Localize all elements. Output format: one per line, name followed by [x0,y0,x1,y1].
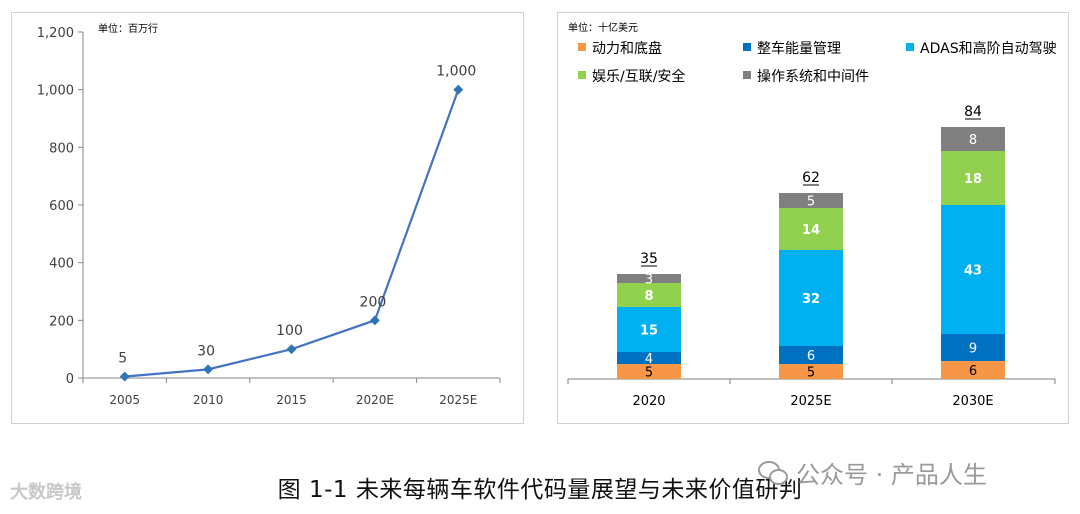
legend-label: 操作系统和中间件 [757,69,869,85]
segment-label: 6 [969,364,977,379]
segment-label: 43 [964,264,982,279]
bar-segment [941,334,1005,361]
legend-label: ADAS和高阶自动驾驶 [920,40,1057,57]
segment-label: 8 [969,133,977,148]
segment-label: 5 [807,195,815,210]
y-tick-label: 600 [49,199,74,214]
x-tick-label: 2015 [276,393,307,407]
wechat-icon [758,460,788,485]
line-chart-panel: 单位：百万行 0 200 400 600 800 1,000 1,200 2005 2010 201… [11,12,524,424]
legend-swatch [578,71,586,79]
data-point [119,371,130,382]
y-tick-label: 0 [66,372,74,387]
bar-segment [941,151,1005,205]
x-tick-label: 2005 [109,393,140,407]
segment-label: 32 [802,292,820,307]
bar-segment [941,205,1005,334]
data-label: 200 [360,294,387,310]
segment-label: 4 [645,352,653,367]
bar-segment [779,193,843,208]
line-unit-label: 单位：百万行 [98,22,158,35]
bar-unit-label: 单位：十亿美元 [568,21,638,34]
x-tick-label: 2025E [439,393,477,407]
segment-label: 14 [802,223,820,238]
x-tick-label: 2010 [193,393,224,407]
data-point [369,315,380,326]
legend-swatch [743,71,751,79]
data-point [203,364,214,375]
y-tick-label: 1,200 [37,26,74,41]
segment-label: 9 [969,342,977,357]
figure-caption: 图 1-1 未来每辆车软件代码量展望与未来价值研判 [277,477,803,503]
legend-label: 动力和底盘 [592,40,662,57]
segment-label: 15 [640,324,658,339]
segment-label: 6 [807,349,815,364]
x-tick-label: 2020 [632,394,665,409]
y-tick-label: 400 [49,257,74,272]
y-tick-label: 1,000 [37,84,74,99]
stacked-bar-chart-panel: 单位：十亿美元动力和底盘 整车能量管理 ADAS和高阶自动驾驶娱乐/互联/安全 操作系… [557,12,1069,424]
bar-segment [617,274,681,283]
watermark-right-text: 公众号 · 产品人生 [796,461,987,489]
bar-segment [617,352,681,364]
bar-segment [617,283,681,307]
segment-label: 18 [964,172,982,187]
bar-segment [617,307,681,352]
x-tick-label: 2020E [356,393,394,407]
data-label: 100 [276,323,303,339]
legend-label: 整车能量管理 [757,40,841,57]
bar-segment [779,208,843,250]
legend-swatch [906,43,914,51]
segment-label: 3 [645,273,653,288]
bar-segment [617,364,681,379]
legend-swatch [578,43,586,51]
bar-segment [779,250,843,346]
data-label: 30 [197,343,215,359]
bar-segment [779,364,843,379]
bar-total-label: 35 [640,251,658,267]
bar-segment [941,127,1005,151]
watermark-left: 大数跨境 [10,482,82,503]
bar-segment [779,346,843,364]
legend-swatch [743,43,751,51]
x-tick-label: 2025E [790,394,831,409]
segment-label: 5 [807,366,815,381]
x-tick-label: 2030E [952,394,993,409]
data-label: 1,000 [436,64,476,80]
watermark-right: 公众号 · 产品人生 [758,455,987,490]
bar-segment [941,361,1005,379]
bar-total-label: 62 [802,170,820,186]
y-tick-label: 200 [49,314,74,329]
bar-total-label: 84 [964,104,982,120]
data-point [453,84,464,95]
data-point [286,344,297,355]
segment-label: 5 [645,366,653,381]
data-label: 5 [118,351,127,367]
segment-label: 8 [644,289,653,304]
y-tick-label: 800 [49,141,74,156]
legend-label: 娱乐/互联/安全 [592,68,685,85]
